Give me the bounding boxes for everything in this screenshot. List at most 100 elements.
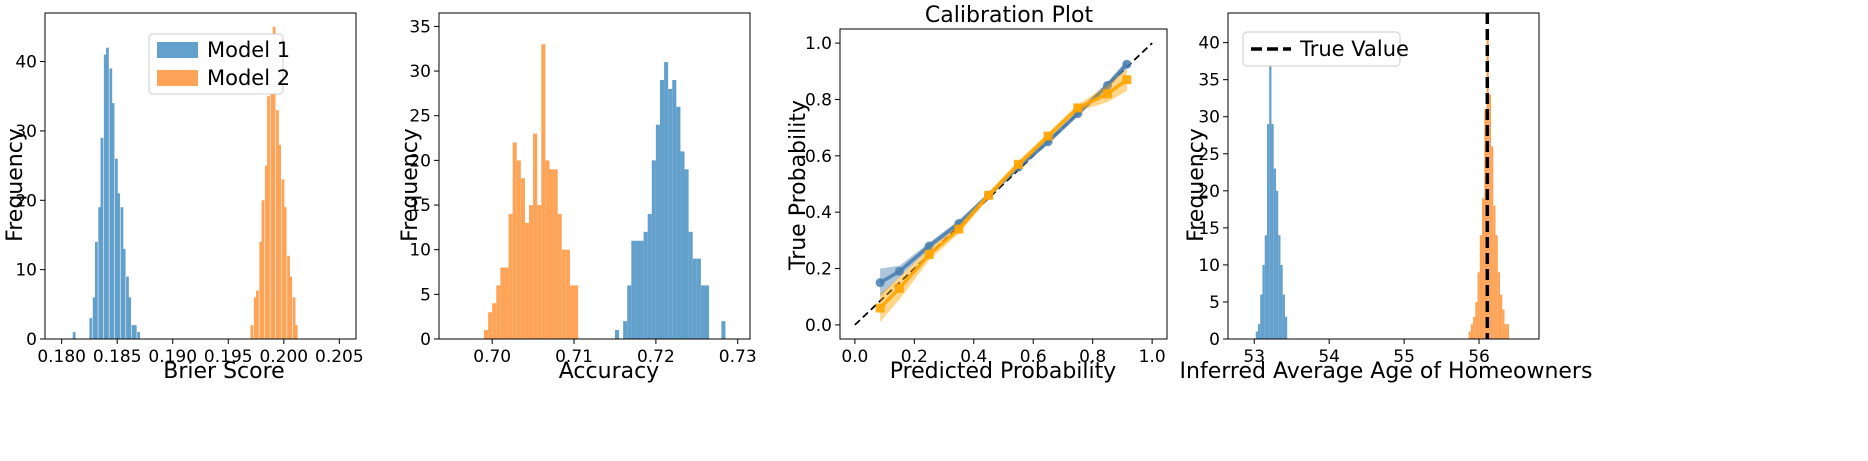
panel-3-ytick-label: 0.6 bbox=[805, 147, 832, 167]
panel-1-bar-model1 bbox=[89, 318, 93, 339]
panel-2-bar-model1 bbox=[643, 231, 648, 339]
panel-2-bar-model2 bbox=[561, 249, 566, 339]
panel-4-bar-model2 bbox=[1468, 331, 1471, 339]
panel-2-bar-model1 bbox=[704, 285, 710, 339]
panel-3-point-model2 bbox=[1013, 159, 1023, 169]
panel-4-bar-model1 bbox=[1255, 331, 1258, 339]
panel-1-legend-swatch bbox=[157, 42, 198, 58]
panel-2-xtick-label: 0.70 bbox=[473, 347, 511, 367]
panel-2-bar-model1 bbox=[631, 240, 636, 339]
panel-3-point-model2 bbox=[984, 190, 994, 200]
panel-1-bar-model2 bbox=[270, 33, 274, 340]
panel-2-ytick-label: 10 bbox=[409, 241, 431, 261]
panel-4-bar-model2 bbox=[1502, 309, 1505, 339]
panel-1-bar-model2 bbox=[283, 207, 287, 339]
panel-4-ytick-label: 10 bbox=[1198, 256, 1220, 276]
panel-4-ytick-label: 15 bbox=[1198, 219, 1220, 239]
panel-1-bar-model1 bbox=[137, 332, 140, 339]
panel-1-bar-model1 bbox=[122, 248, 126, 339]
panel-1-legend-swatch bbox=[157, 70, 198, 86]
panel-2-bar-model1 bbox=[614, 330, 620, 339]
panel-1-bar-model1 bbox=[131, 325, 135, 339]
panel-4-ytick-label: 0 bbox=[1209, 330, 1220, 350]
panel-2-bar-model2 bbox=[541, 44, 546, 339]
panel-3-frame bbox=[839, 28, 1168, 340]
panel-2-bar-model2 bbox=[488, 312, 493, 339]
panel-1-xtick-label: 0.185 bbox=[93, 347, 142, 367]
panel-1-xtick-label: 0.195 bbox=[204, 347, 253, 367]
panel-4-bar-model2 bbox=[1477, 272, 1480, 339]
panel-4-ylabel: Frequency bbox=[1184, 128, 1209, 242]
panel-3-point-model2 bbox=[1073, 103, 1083, 113]
panel-4-legend-label: True Value bbox=[1299, 37, 1409, 61]
panel-4-bar-model2 bbox=[1497, 272, 1501, 339]
panel-3-point-model1 bbox=[924, 241, 934, 251]
panel-2-bar-model2 bbox=[512, 142, 517, 339]
panel-1-bar-model2 bbox=[292, 297, 296, 339]
panel-4-xtick-label: 56 bbox=[1468, 347, 1490, 367]
panel-2-bar-model2 bbox=[508, 213, 513, 339]
panel-1-bar-model1 bbox=[92, 297, 96, 339]
panel-4-bar-model1 bbox=[1260, 294, 1263, 339]
panel-2-xtick-label: 0.71 bbox=[555, 347, 593, 367]
panel-4-bar-model1 bbox=[1264, 235, 1267, 339]
panel-3-point-model2 bbox=[1103, 89, 1113, 99]
panel-1-ytick-label: 30 bbox=[15, 122, 37, 142]
panel-3-xlabel: Predicted Probability bbox=[890, 359, 1117, 384]
panel-4-bar-model2 bbox=[1470, 324, 1474, 339]
panel-2-bar-model2 bbox=[545, 160, 550, 339]
panel-2-bar-model2 bbox=[504, 267, 509, 339]
panel-4-bar-model2 bbox=[1506, 324, 1510, 339]
panel-2-bar-model1 bbox=[692, 258, 697, 339]
panel-2-bar-model2 bbox=[520, 178, 525, 339]
panel-1-frame bbox=[44, 12, 357, 340]
panel-1-xtick-label: 0.205 bbox=[315, 347, 364, 367]
panel-2-bar-model1 bbox=[680, 151, 685, 339]
panel-1-bar-model2 bbox=[287, 255, 290, 339]
panel-4-bar-model2 bbox=[1482, 198, 1485, 339]
panel-3-line-model2 bbox=[878, 78, 1128, 310]
panel-3-ytick-label: 1.0 bbox=[805, 34, 832, 54]
panel-4-xtick-label: 53 bbox=[1243, 347, 1265, 367]
panel-4-bar-model1 bbox=[1271, 124, 1274, 340]
panel-2-ytick-label: 20 bbox=[409, 151, 431, 171]
panel-3-band-model2 bbox=[880, 68, 1127, 323]
panel-4-bar-model2 bbox=[1484, 109, 1487, 340]
panel-1-bar-model1 bbox=[106, 47, 109, 340]
panel-3-xtick-label: 1.0 bbox=[1139, 347, 1166, 367]
panel-1-xlabel: Brier Score bbox=[163, 359, 284, 384]
panel-1-bar-model2 bbox=[289, 276, 293, 339]
panel-2-bar-model1 bbox=[627, 285, 632, 339]
panel-1-bar-model2 bbox=[259, 241, 263, 339]
panel-3-ytick-label: 0.0 bbox=[805, 316, 832, 336]
panel-4-xtick-label: 54 bbox=[1318, 347, 1340, 367]
panel-2-ytick-label: 0 bbox=[420, 330, 431, 350]
panel-2-bar-model1 bbox=[623, 321, 628, 339]
panel-2-bar-model1 bbox=[700, 285, 705, 339]
panel-3-xtick-label: 0.4 bbox=[960, 347, 987, 367]
panel-2-bar-model2 bbox=[533, 133, 538, 339]
panel-1-bar-model2 bbox=[281, 179, 285, 339]
panel-1-ytick-label: 40 bbox=[15, 53, 37, 73]
panel-2-ytick-label: 5 bbox=[420, 285, 431, 305]
panel-1-bar-model1 bbox=[133, 325, 137, 339]
panel-1-bar-model2 bbox=[276, 110, 279, 339]
panel-1-bar-model2 bbox=[278, 144, 282, 339]
panel-4-bar-model1 bbox=[1280, 264, 1283, 339]
panel-4-legend-box bbox=[1242, 31, 1401, 67]
panel-2-bar-model1 bbox=[664, 62, 669, 339]
panel-4-bar-model2 bbox=[1491, 146, 1494, 339]
panel-1-bar-model1 bbox=[114, 158, 118, 339]
panel-1-bar-model2 bbox=[264, 165, 268, 339]
panel-4-ytick-label: 35 bbox=[1198, 71, 1220, 91]
panel-1-ylabel: Frequency bbox=[3, 128, 28, 242]
panel-1-bar-model2 bbox=[250, 325, 254, 339]
panel-4-ytick-label: 25 bbox=[1198, 145, 1220, 165]
panel-2-xtick-label: 0.73 bbox=[719, 347, 757, 367]
panel-2-bar-model1 bbox=[647, 213, 652, 339]
panel-2-bar-model2 bbox=[557, 213, 562, 339]
panel-3-point-model2 bbox=[924, 249, 934, 259]
panel-3-point-model1 bbox=[875, 278, 885, 288]
panel-2-bar-model1 bbox=[684, 169, 689, 339]
